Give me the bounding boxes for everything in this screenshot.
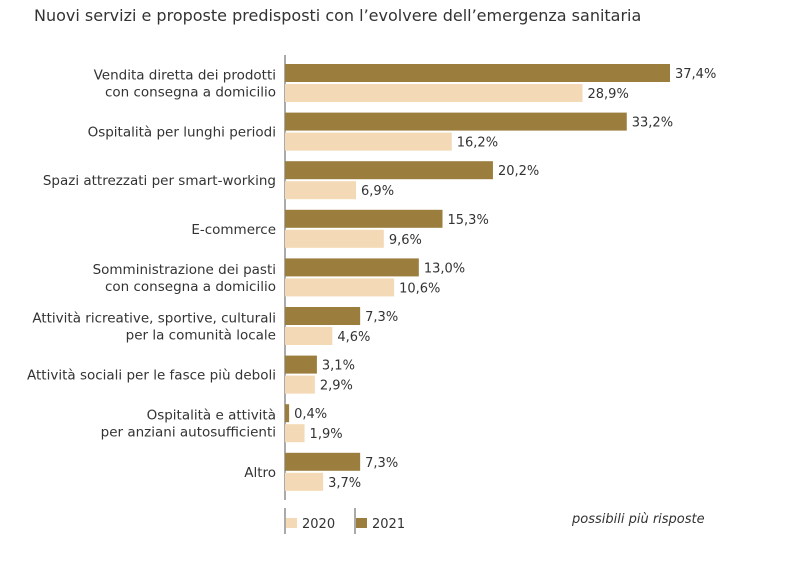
category-label: Ospitalità e attività xyxy=(147,408,276,424)
legend-swatch-2021 xyxy=(356,518,367,528)
legend-label-2020: 2020 xyxy=(302,517,335,532)
chart-title: Nuovi servizi e proposte predisposti con… xyxy=(34,6,642,25)
data-label-2021: 0,4% xyxy=(294,407,327,422)
category-label: con consegna a domicilio xyxy=(105,85,276,101)
legend-label-2021: 2021 xyxy=(372,517,405,532)
data-label-2020: 16,2% xyxy=(457,136,498,151)
bar-2020 xyxy=(285,84,583,102)
bar-2020 xyxy=(285,472,324,491)
data-label-2020: 4,6% xyxy=(337,330,370,345)
data-label-2020: 28,9% xyxy=(588,87,629,102)
data-label-2021: 7,3% xyxy=(365,310,398,325)
data-label-2021: 3,1% xyxy=(322,359,355,374)
legend-swatch-2020 xyxy=(286,518,297,528)
data-label-2021: 33,2% xyxy=(632,116,673,131)
category-label: Altro xyxy=(244,465,276,481)
bar-2020 xyxy=(285,424,305,443)
data-label-2021: 20,2% xyxy=(498,164,539,179)
bar-2021 xyxy=(285,404,290,423)
bar-2021 xyxy=(285,452,361,471)
bar-2021 xyxy=(285,209,443,228)
bar-2020 xyxy=(285,327,333,345)
bar-2020 xyxy=(285,375,315,394)
bar-2021 xyxy=(285,112,627,131)
bar-2020 xyxy=(285,181,357,200)
category-label: Spazi attrezzati per smart-working xyxy=(43,173,276,189)
data-label-2021: 37,4% xyxy=(675,67,716,82)
category-label: E-commerce xyxy=(191,222,276,238)
category-label: Vendita diretta dei prodotti xyxy=(94,68,276,84)
bar-2020 xyxy=(285,132,452,151)
bar-2021 xyxy=(285,307,361,325)
data-label-2020: 10,6% xyxy=(399,281,440,296)
category-label: Ospitalità per lunghi periodi xyxy=(88,125,276,141)
data-label-2020: 2,9% xyxy=(320,379,353,394)
data-label-2020: 3,7% xyxy=(328,476,361,491)
data-label-2020: 9,6% xyxy=(389,233,422,248)
category-label: Attività sociali per le fasce più deboli xyxy=(27,368,276,384)
bar-2021 xyxy=(285,161,493,180)
bar-2020 xyxy=(285,278,395,297)
category-label: per anziani autosufficienti xyxy=(101,425,276,441)
chart-note: possibili più risposte xyxy=(572,512,705,527)
data-label-2020: 1,9% xyxy=(310,427,343,442)
data-label-2021: 13,0% xyxy=(424,261,465,276)
data-label-2021: 15,3% xyxy=(448,213,489,228)
data-label-2020: 6,9% xyxy=(361,184,394,199)
data-label-2021: 7,3% xyxy=(365,456,398,471)
category-label: Attività ricreative, sportive, culturali xyxy=(32,311,276,327)
category-label: con consegna a domicilio xyxy=(105,279,276,295)
bar-2021 xyxy=(285,64,670,82)
bar-2020 xyxy=(285,229,384,248)
category-label: Somministrazione dei pasti xyxy=(93,262,276,278)
category-label: per la comunità locale xyxy=(126,328,276,344)
bar-2021 xyxy=(285,355,317,374)
bar-2021 xyxy=(285,258,419,277)
